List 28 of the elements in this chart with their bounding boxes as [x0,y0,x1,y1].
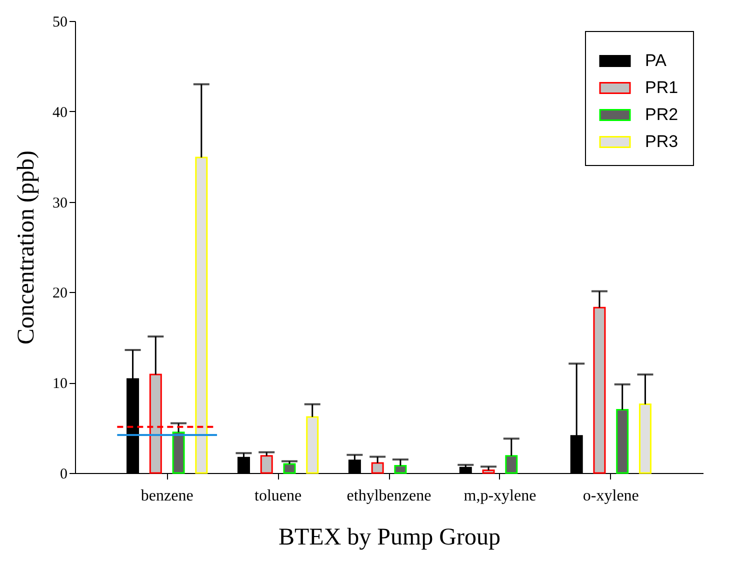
y-tick-label: 10 [52,376,68,392]
legend-label: PR3 [645,132,678,151]
bar [371,462,384,474]
y-tick-label: 50 [52,14,68,30]
x-tick-label: benzene [140,488,194,504]
legend-label: PR1 [645,78,678,97]
bar [260,455,273,474]
bar [616,408,629,474]
x-tick-label: m,p-xylene [464,488,536,504]
y-tick-label: 0 [60,466,68,482]
bar [593,306,606,474]
y-tick-label: 40 [52,104,68,121]
x-axis-title: BTEX by Pump Group [278,524,500,550]
legend-label: PR2 [645,105,678,124]
x-tick-label: ethylbenzene [346,488,432,504]
x-tick-label: o-xylene [582,488,639,504]
y-tick-label: 30 [52,195,68,212]
y-axis-title: Concentration (ppb) [14,150,40,344]
bar [306,416,319,474]
bar [394,465,407,474]
x-tick-label: toluene [254,488,302,504]
bar [482,470,495,474]
bar [505,455,518,474]
bar [172,432,185,474]
legend-label: PA [645,51,668,70]
y-tick-label: 20 [52,286,68,302]
bar [195,156,208,474]
bar [638,404,652,474]
